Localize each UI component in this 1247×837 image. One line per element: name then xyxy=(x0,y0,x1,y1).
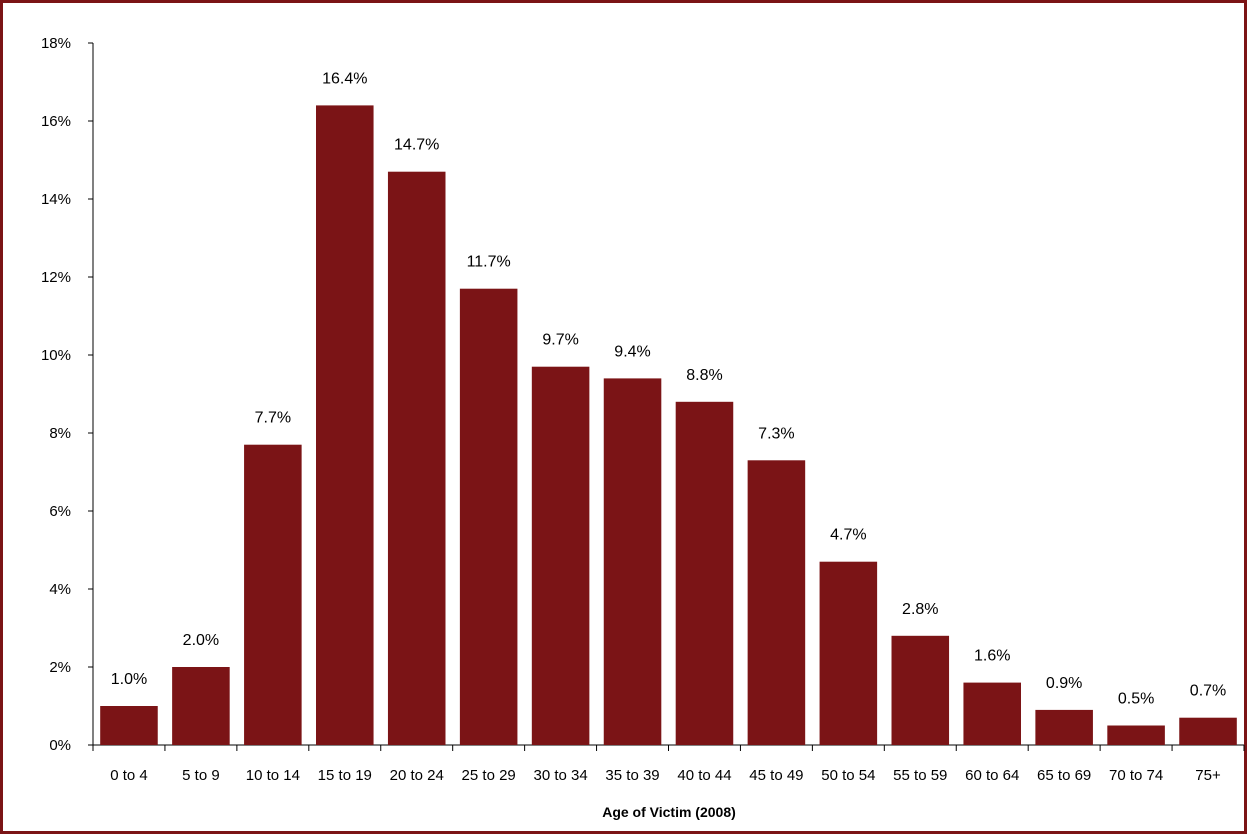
y-tick-label: 14% xyxy=(41,191,71,208)
bar xyxy=(1179,717,1237,745)
bar xyxy=(459,288,518,745)
bar xyxy=(675,401,734,745)
bar xyxy=(531,366,590,745)
x-tick-label: 75+ xyxy=(1195,767,1221,784)
data-label: 0.9% xyxy=(1046,675,1082,692)
data-label: 8.8% xyxy=(686,367,722,384)
data-label: 7.7% xyxy=(255,410,291,427)
bar-chart: 0% 2% 4% 6% 8% 10% 12% 14% 16% 18% 0 to 4 5 to 9 10… xyxy=(41,35,1245,820)
y-tick-label: 16% xyxy=(41,113,71,130)
bar xyxy=(603,378,662,745)
bar xyxy=(819,561,878,745)
bar xyxy=(963,682,1021,745)
bar xyxy=(1107,725,1165,745)
bar xyxy=(244,444,302,745)
y-tick-label: 4% xyxy=(49,581,71,598)
data-label: 9.4% xyxy=(614,343,650,360)
bar xyxy=(387,171,446,745)
bar xyxy=(316,105,374,745)
y-tick-label: 6% xyxy=(49,503,71,520)
x-axis-title: Age of Victim (2008) xyxy=(602,804,736,820)
y-tick-label: 18% xyxy=(41,35,71,52)
y-tick-label: 10% xyxy=(41,347,71,364)
data-label: 4.7% xyxy=(830,527,866,544)
x-tick-label: 50 to 54 xyxy=(821,767,875,784)
data-label: 2.0% xyxy=(183,632,219,649)
x-tick-label: 20 to 24 xyxy=(390,767,444,784)
y-tick-label: 2% xyxy=(49,659,71,676)
x-tick-label: 0 to 4 xyxy=(110,767,148,784)
x-tick-label: 55 to 59 xyxy=(893,767,947,784)
bar xyxy=(100,706,158,745)
data-label: 0.7% xyxy=(1190,683,1226,700)
x-tick-label: 45 to 49 xyxy=(749,767,803,784)
bar xyxy=(891,635,950,745)
x-tick-label: 60 to 64 xyxy=(965,767,1019,784)
data-label: 9.7% xyxy=(542,332,578,349)
y-tick-label: 0% xyxy=(49,737,71,754)
data-labels: 1.0% 2.0% 7.7% 16.4% 14.7% 11.7% 9.7% 9.4% 8.8% 7… xyxy=(111,70,1227,707)
x-tick-label: 10 to 14 xyxy=(246,767,300,784)
x-tick-label: 25 to 29 xyxy=(462,767,516,784)
x-tick-label: 70 to 74 xyxy=(1109,767,1163,784)
data-label: 2.8% xyxy=(902,601,938,618)
data-label: 14.7% xyxy=(394,137,439,154)
x-tick-label: 5 to 9 xyxy=(182,767,220,784)
bar xyxy=(747,460,806,745)
x-tick-label: 35 to 39 xyxy=(605,767,659,784)
data-label: 16.4% xyxy=(322,70,367,87)
x-tick-label: 30 to 34 xyxy=(533,767,587,784)
x-tick-label: 40 to 44 xyxy=(677,767,731,784)
data-label: 1.0% xyxy=(111,671,147,688)
x-tick-label: 15 to 19 xyxy=(318,767,372,784)
data-label: 1.6% xyxy=(974,648,1010,665)
bar xyxy=(1035,709,1093,745)
data-label: 0.5% xyxy=(1118,691,1154,708)
bars xyxy=(100,105,1237,745)
data-label: 11.7% xyxy=(467,254,511,271)
y-tick-label: 12% xyxy=(41,269,71,286)
x-axis: 0 to 4 5 to 9 10 to 14 15 to 19 20 to 24 25 t… xyxy=(92,744,1245,784)
bar xyxy=(172,667,230,745)
data-label: 7.3% xyxy=(758,425,794,442)
x-tick-label: 65 to 69 xyxy=(1037,767,1091,784)
y-tick-label: 8% xyxy=(49,425,71,442)
y-axis: 0% 2% 4% 6% 8% 10% 12% 14% 16% 18% xyxy=(41,35,94,754)
